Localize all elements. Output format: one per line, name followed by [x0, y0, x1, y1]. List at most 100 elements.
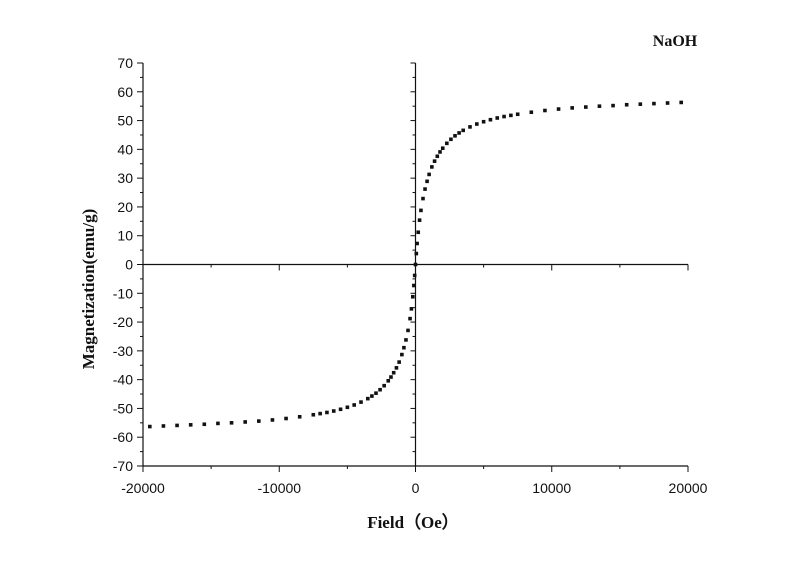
data-point — [202, 422, 207, 427]
data-point — [284, 416, 288, 421]
data-point — [229, 421, 234, 425]
x-tick-label: -20000 — [121, 480, 165, 496]
y-tick-label: 10 — [117, 228, 133, 244]
data-point — [318, 411, 322, 416]
data-point — [417, 218, 422, 222]
data-point — [440, 146, 445, 151]
data-point — [311, 412, 316, 417]
x-tick-label: 10000 — [532, 480, 571, 496]
data-point — [148, 424, 152, 429]
y-tick-label: -60 — [113, 429, 133, 445]
y-axis-title: Magnetization(emu/g) — [79, 209, 98, 370]
data-point — [419, 208, 423, 213]
data-point — [366, 396, 370, 401]
data-point — [430, 165, 434, 169]
data-point — [509, 113, 513, 118]
series-annotation: NaOH — [653, 33, 698, 50]
data-point — [391, 370, 396, 375]
data-point — [352, 403, 356, 407]
data-point — [382, 383, 386, 388]
data-point — [584, 105, 588, 109]
data-point — [423, 187, 427, 191]
y-tick-label: 30 — [117, 170, 133, 186]
data-point — [421, 196, 425, 201]
x-tick-label: 20000 — [669, 480, 708, 496]
data-point — [449, 137, 453, 142]
data-point — [481, 119, 486, 124]
data-point — [416, 230, 421, 235]
data-point — [374, 391, 378, 395]
x-tick-label: -10000 — [257, 480, 301, 496]
data-point — [394, 366, 399, 370]
data-point — [457, 131, 461, 135]
data-point — [495, 116, 500, 120]
data-point — [409, 307, 414, 311]
data-point — [175, 423, 179, 428]
data-markers — [148, 100, 683, 429]
data-point — [406, 328, 410, 333]
y-tick-label: 70 — [117, 55, 133, 71]
data-point — [570, 106, 574, 110]
data-point — [461, 128, 465, 133]
data-point — [270, 418, 275, 422]
data-point — [652, 101, 656, 106]
data-point — [412, 273, 417, 278]
y-tick-label: -50 — [113, 400, 133, 416]
y-tick-label: 60 — [117, 84, 133, 100]
data-point — [488, 117, 493, 122]
x-axis-title: Field（Oe） — [367, 512, 459, 532]
data-point — [638, 102, 643, 106]
data-point — [502, 114, 506, 119]
data-point — [543, 108, 547, 113]
data-point — [325, 410, 329, 415]
data-point — [257, 419, 261, 423]
data-point — [556, 107, 561, 111]
data-point — [438, 150, 442, 154]
data-point — [161, 424, 166, 428]
y-tick-label: 50 — [117, 113, 133, 129]
data-point — [297, 414, 302, 419]
data-point — [331, 409, 336, 413]
x-axis-ticks: -20000 -10000 0 10000 20000 — [121, 264, 708, 496]
data-point — [415, 241, 419, 246]
data-point — [515, 112, 520, 117]
data-point — [404, 338, 408, 342]
data-point — [475, 122, 479, 126]
data-point — [370, 394, 374, 398]
data-point — [413, 262, 418, 267]
data-point — [402, 345, 406, 350]
y-tick-label: -40 — [113, 372, 133, 388]
y-tick-label: 40 — [117, 141, 133, 157]
data-point — [188, 423, 193, 427]
data-point — [529, 110, 534, 115]
data-point — [624, 102, 629, 107]
data-point — [597, 104, 602, 108]
data-point — [412, 283, 416, 288]
y-tick-label: -30 — [113, 343, 133, 359]
data-point — [243, 420, 247, 424]
data-point — [378, 387, 382, 392]
data-point — [468, 125, 472, 129]
data-point — [425, 179, 429, 184]
x-tick-label: 0 — [412, 480, 420, 496]
data-point — [359, 400, 363, 404]
data-point — [216, 421, 220, 426]
y-tick-label: -20 — [113, 314, 133, 330]
data-point — [338, 407, 343, 412]
data-point — [345, 405, 350, 410]
data-point — [414, 251, 419, 256]
data-point — [665, 101, 670, 105]
y-tick-label: -10 — [113, 285, 133, 301]
y-tick-label: 0 — [125, 257, 133, 273]
data-point — [611, 103, 615, 108]
data-point — [453, 134, 457, 138]
data-point — [397, 360, 401, 364]
data-point — [408, 316, 412, 321]
data-point — [427, 172, 431, 177]
y-tick-label: 20 — [117, 199, 133, 215]
data-point — [400, 352, 404, 357]
data-point — [410, 294, 415, 299]
y-axis-ticks: -70 -60 -50 -40 -30 -20 -10 0 10 20 30 40 50 60 70 — [113, 55, 416, 474]
data-point — [679, 100, 683, 105]
data-point — [389, 375, 393, 379]
